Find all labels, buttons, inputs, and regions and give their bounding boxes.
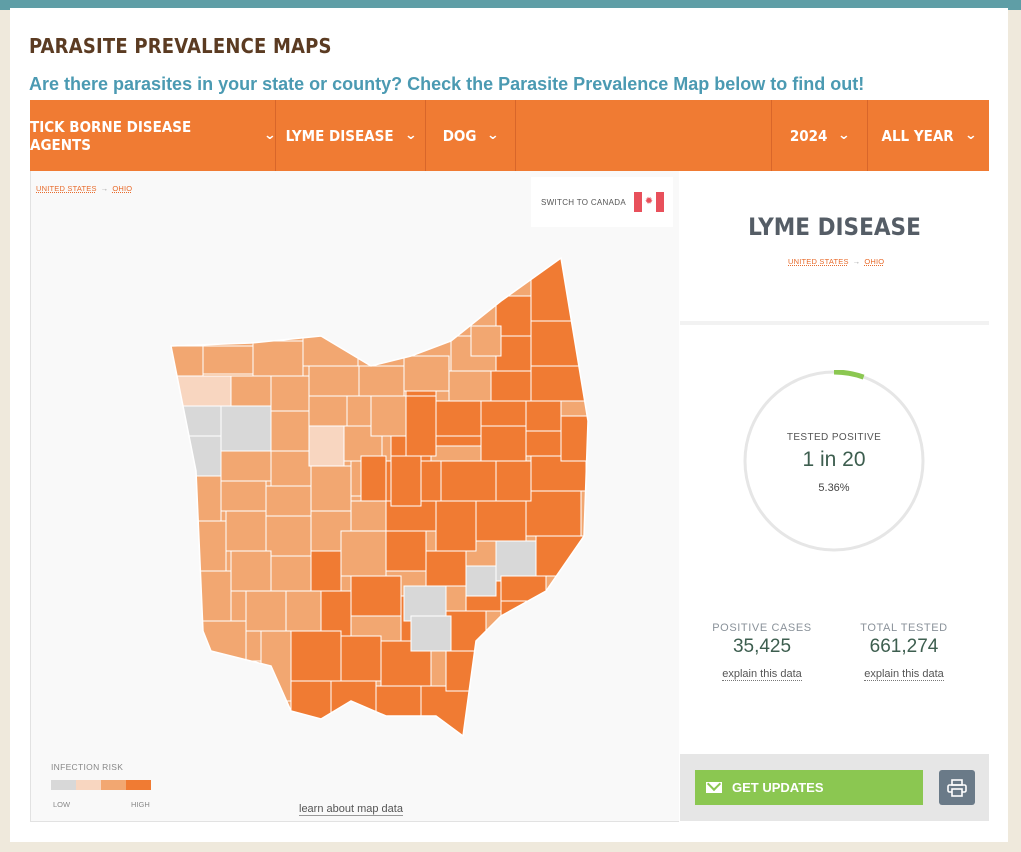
main-panel: PARASITE PREVALENCE MAPS Are there paras… <box>10 8 1008 842</box>
filter-period-label: ALL YEAR <box>881 126 954 145</box>
total-tested-value: 661,274 <box>869 636 939 657</box>
side-summary: LYME DISEASE UNITED STATES → OHIO <box>680 171 989 325</box>
filter-disease-dropdown[interactable]: LYME DISEASE ⌄ <box>276 100 426 171</box>
total-tested-label: TOTAL TESTED <box>860 622 948 634</box>
tested-positive-ring: TESTED POSITIVE 1 in 20 5.36% <box>743 369 925 552</box>
county-grid <box>171 258 588 736</box>
tested-positive-ratio: 1 in 20 <box>802 448 866 471</box>
chevron-down-icon: ⌄ <box>837 128 851 143</box>
filter-spacer <box>516 100 772 171</box>
filter-year-label: 2024 <box>789 126 828 145</box>
chevron-down-icon: ⌄ <box>964 128 977 143</box>
filter-disease-label: LYME DISEASE <box>285 126 394 145</box>
filter-year-dropdown[interactable]: 2024 ⌄ <box>772 100 868 171</box>
tested-positive-percent: 5.36% <box>818 482 850 494</box>
legend-swatch-medium <box>101 780 126 790</box>
filter-agent-dropdown[interactable]: TICK BORNE DISEASE AGENTS ⌄ <box>30 100 276 171</box>
chevron-down-icon: ⌄ <box>486 128 500 143</box>
legend-swatch-high <box>126 780 151 790</box>
get-updates-button[interactable]: GET UPDATES <box>695 770 923 805</box>
side-breadcrumb-country-link[interactable]: UNITED STATES <box>788 257 849 266</box>
side-breadcrumb-state-link[interactable]: OHIO <box>864 257 885 266</box>
side-breadcrumb-arrow: → <box>852 257 861 266</box>
breadcrumb-country-link[interactable]: UNITED STATES <box>36 184 97 193</box>
chevron-down-icon: ⌄ <box>404 128 417 143</box>
legend-bar <box>51 780 151 790</box>
side-disease-title: LYME DISEASE <box>748 213 921 241</box>
legend-swatch-none <box>51 780 76 790</box>
side-footer: GET UPDATES <box>680 754 989 821</box>
positive-cases-label: POSITIVE CASES <box>712 622 812 634</box>
side-breadcrumb: UNITED STATES → OHIO <box>788 257 884 266</box>
canada-flag-icon: ✹ <box>633 192 664 212</box>
get-updates-label: GET UPDATES <box>732 780 824 795</box>
positive-cases-stat: POSITIVE CASES 35,425 explain this data <box>700 622 824 682</box>
positive-cases-value: 35,425 <box>732 636 792 657</box>
ohio-county-map[interactable] <box>31 171 679 771</box>
filter-period-dropdown[interactable]: ALL YEAR ⌄ <box>868 100 989 171</box>
breadcrumb-state-link[interactable]: OHIO <box>112 184 133 193</box>
filter-species-dropdown[interactable]: DOG ⌄ <box>426 100 516 171</box>
print-button[interactable] <box>939 770 975 805</box>
filter-bar: TICK BORNE DISEASE AGENTS ⌄ LYME DISEASE… <box>30 100 989 171</box>
legend-title: INFECTION RISK <box>51 762 124 772</box>
top-band <box>0 0 1021 10</box>
learn-about-map-data-link[interactable]: learn about map data <box>299 803 403 816</box>
printer-icon <box>947 778 967 797</box>
tested-positive-label: TESTED POSITIVE <box>786 432 882 443</box>
ring-chart <box>743 369 925 552</box>
legend-high-label: HIGH <box>131 800 150 809</box>
explain-total-tested-link[interactable]: explain this data <box>864 668 944 681</box>
map-breadcrumb: UNITED STATES → OHIO <box>36 184 132 193</box>
breadcrumb-arrow: → <box>100 184 109 193</box>
filter-agent-label: TICK BORNE DISEASE AGENTS <box>30 117 192 154</box>
chevron-down-icon: ⌄ <box>263 128 277 143</box>
total-tested-stat: TOTAL TESTED 661,274 explain this data <box>842 622 966 682</box>
page-title: PARASITE PREVALENCE MAPS <box>29 34 332 58</box>
legend-swatch-low <box>76 780 101 790</box>
map-container: UNITED STATES → OHIO SWITCH TO CANADA ✹ <box>30 171 679 822</box>
switch-canada-label: SWITCH TO CANADA <box>541 197 626 207</box>
filter-species-label: DOG <box>442 126 477 145</box>
legend-low-label: LOW <box>53 800 71 809</box>
explain-positive-cases-link[interactable]: explain this data <box>722 668 802 681</box>
mail-icon <box>706 782 722 793</box>
switch-to-canada-button[interactable]: SWITCH TO CANADA ✹ <box>531 177 673 227</box>
page-subtitle: Are there parasites in your state or cou… <box>29 74 865 94</box>
